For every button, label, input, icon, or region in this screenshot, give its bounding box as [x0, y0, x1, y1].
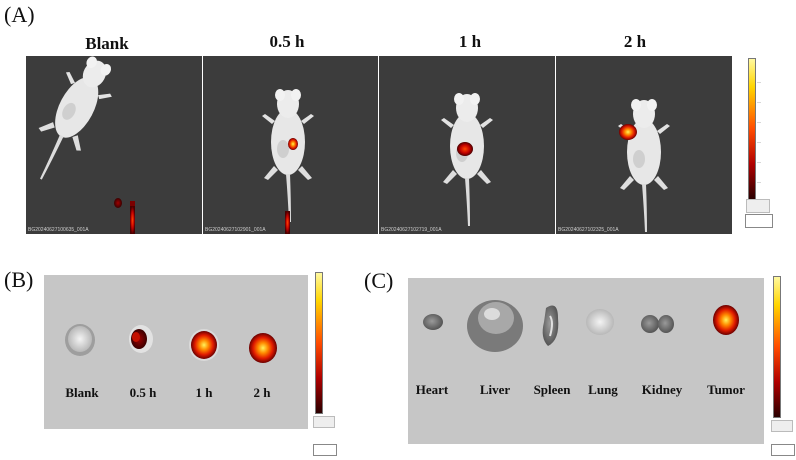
signal-spot [619, 124, 637, 140]
colorbar-info-box [771, 444, 795, 456]
tumor-time-label: 0.5 h [129, 385, 157, 400]
organ-tumor [713, 305, 739, 335]
panel-b-label: (B) [4, 267, 34, 292]
organ-label: Heart [415, 382, 449, 397]
panel-a-time-label: 1 h [458, 32, 482, 51]
mouse-image-2h: BG20240627102325_001A [556, 56, 732, 234]
colorbar-c [773, 276, 781, 418]
organ-image-panel: Heart Liver Spleen Lung Kidney Tumor [408, 278, 764, 444]
mouse-image-0-5h: BG20240627102901_001A [203, 56, 378, 234]
organ-label: Lung [588, 382, 618, 397]
colorbar-info-box [313, 444, 337, 456]
organ-label: Tumor [707, 382, 745, 397]
panel-c-label: (C) [364, 268, 394, 293]
panel-a-time-label: 0.5 h [269, 32, 305, 51]
organ-specimens [423, 300, 739, 352]
signal-spot [288, 138, 298, 150]
tumor-1h [191, 331, 217, 359]
colorbar-legend-box [771, 420, 793, 432]
mouse-image-1h: BG20240627102719_001A [379, 56, 555, 234]
colorbar-ticks: — — — — — — [757, 79, 761, 184]
image-id: BG20240627100635_001A [28, 227, 89, 233]
tumor-time-label: Blank [65, 385, 99, 400]
organ-label: Liver [479, 382, 511, 397]
panel-a-time-label: Blank [85, 34, 129, 53]
tumor-specimens [65, 324, 277, 363]
colorbar-info-box [745, 214, 773, 228]
panel-a-label: (A) [4, 2, 35, 27]
panel-a-time-label: 2 h [623, 32, 647, 51]
mouse-silhouette [618, 99, 670, 232]
organ-spleen [542, 305, 559, 346]
colorbar-b [315, 272, 323, 414]
organ-kidney [641, 315, 659, 333]
tail-signal [285, 211, 290, 234]
mouse-silhouette [26, 56, 135, 234]
tumor-time-label: 2 h [253, 385, 271, 400]
organ-label: Spleen [533, 382, 571, 397]
organ-lung [586, 309, 614, 335]
signal-spot [114, 198, 122, 208]
mouse-silhouette [262, 89, 314, 234]
signal-spot [457, 142, 473, 156]
organ-heart [423, 314, 443, 330]
colorbar-a [748, 58, 756, 200]
tumor-time-label: 1 h [195, 385, 213, 400]
colorbar-legend-box [746, 199, 770, 213]
image-id: BG20240627102901_001A [205, 227, 266, 233]
tumor-image-panel: Blank 0.5 h 1 h 2 h [44, 275, 308, 429]
tumor-blank [68, 326, 92, 352]
colorbar-legend-box [313, 416, 335, 428]
tumor-2h [249, 333, 277, 363]
image-id: BG20240627102719_001A [381, 227, 442, 233]
organ-label: Kidney [641, 382, 683, 397]
mouse-silhouette [441, 93, 493, 226]
image-id: BG20240627102325_001A [558, 227, 619, 233]
mouse-image-blank: BG20240627100635_001A [26, 56, 202, 234]
